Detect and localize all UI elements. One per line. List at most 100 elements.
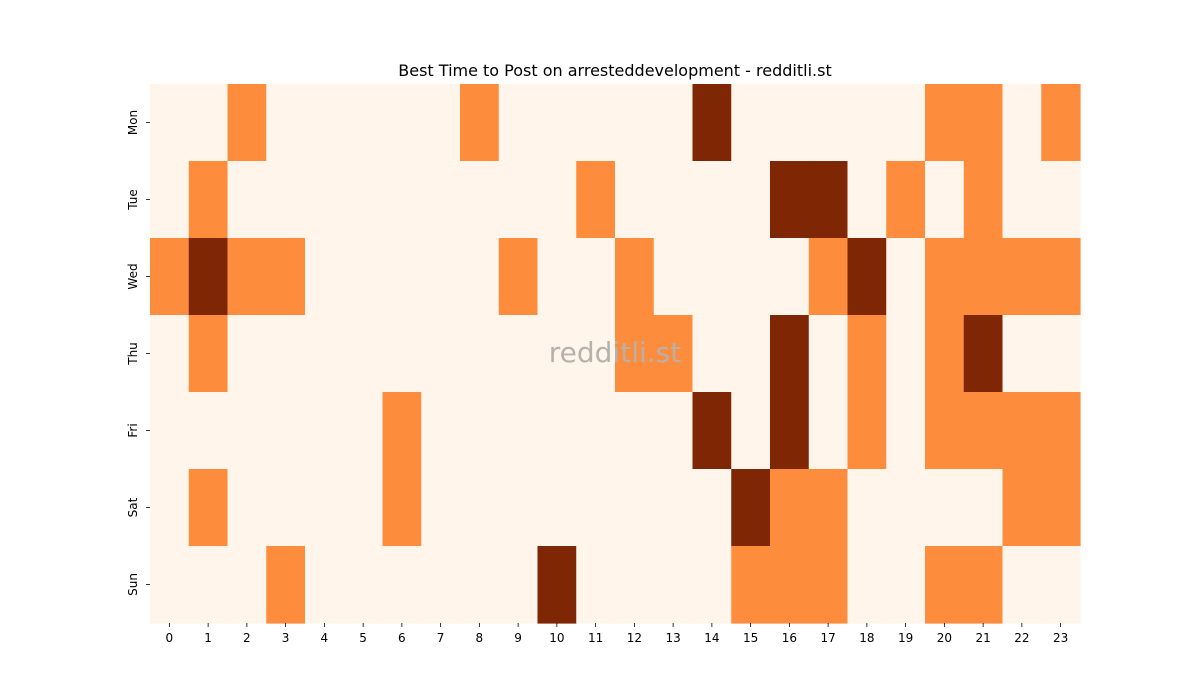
heatmap-cell-sat-21 — [963, 469, 1004, 547]
heatmap-cell-mon-22 — [1002, 84, 1042, 162]
heatmap-cell-mon-14 — [692, 84, 732, 162]
heatmap-cell-sat-16 — [770, 469, 810, 547]
heatmap-cell-sun-16 — [770, 546, 810, 624]
heatmap-cell-sun-17 — [808, 546, 849, 624]
y-axis: Mon Tue Wed Thu Fri Sat Sun — [126, 110, 150, 596]
heatmap-cell-sun-0 — [150, 546, 190, 624]
chart-title: Best Time to Post on arresteddevelopment… — [398, 61, 831, 80]
heatmap-cell-sat-0 — [150, 469, 190, 547]
heatmap-cell-mon-3 — [266, 84, 306, 162]
heatmap-cell-sun-8 — [460, 546, 500, 624]
heatmap-cell-thu-16 — [770, 315, 810, 393]
heatmap-cell-fri-11 — [576, 392, 616, 470]
heatmap-cell-fri-16 — [770, 392, 810, 470]
heatmap-cell-sat-10 — [537, 469, 577, 547]
x-tick-label: 19 — [898, 631, 913, 645]
heatmap-cell-fri-15 — [731, 392, 771, 470]
heatmap-cell-thu-0 — [150, 315, 190, 393]
heatmap-cell-sat-19 — [886, 469, 926, 547]
x-tick-label: 13 — [665, 631, 680, 645]
heatmap-cell-fri-21 — [963, 392, 1004, 470]
heatmap-cell-wed-1 — [188, 238, 229, 316]
heatmap-cell-sat-2 — [227, 469, 267, 547]
heatmap-cell-mon-21 — [963, 84, 1004, 162]
heatmap-cell-fri-5 — [343, 392, 384, 470]
heatmap-cell-fri-23 — [1041, 392, 1081, 470]
heatmap-cell-wed-16 — [770, 238, 810, 316]
heatmap-cell-tue-3 — [266, 161, 306, 239]
heatmap-cell-tue-5 — [343, 161, 384, 239]
heatmap-cell-thu-1 — [188, 315, 229, 393]
heatmap-cell-sun-9 — [498, 546, 539, 624]
x-tick-label: 9 — [514, 631, 522, 645]
heatmap-cell-thu-6 — [382, 315, 422, 393]
heatmap-cell-fri-14 — [692, 392, 732, 470]
heatmap-cell-fri-4 — [305, 392, 345, 470]
heatmap-cell-wed-20 — [925, 238, 965, 316]
heatmap-cell-sat-18 — [847, 469, 887, 547]
heatmap-cell-fri-20 — [925, 392, 965, 470]
heatmap-cell-mon-16 — [770, 84, 810, 162]
x-tick-label: 18 — [859, 631, 874, 645]
y-tick-label: Wed — [126, 263, 140, 289]
heatmap-cell-sun-6 — [382, 546, 422, 624]
x-tick-label: 0 — [166, 631, 174, 645]
heatmap-cell-sun-11 — [576, 546, 616, 624]
heatmap-cell-wed-14 — [692, 238, 732, 316]
heatmap-cell-mon-13 — [653, 84, 694, 162]
heatmap-cell-mon-18 — [847, 84, 887, 162]
heatmap-cell-tue-9 — [498, 161, 539, 239]
heatmap-cell-mon-11 — [576, 84, 616, 162]
heatmap-cell-fri-13 — [653, 392, 694, 470]
heatmap-cell-wed-21 — [963, 238, 1004, 316]
heatmap-cell-wed-19 — [886, 238, 926, 316]
heatmap-cell-sun-12 — [615, 546, 655, 624]
heatmap-cell-tue-15 — [731, 161, 771, 239]
heatmap-cell-wed-11 — [576, 238, 616, 316]
heatmap-cell-thu-15 — [731, 315, 771, 393]
x-tick-label: 6 — [398, 631, 406, 645]
heatmap-cell-wed-12 — [615, 238, 655, 316]
heatmap-cell-sun-13 — [653, 546, 694, 624]
heatmap-cell-sat-13 — [653, 469, 694, 547]
heatmap-cell-mon-9 — [498, 84, 539, 162]
x-tick-label: 10 — [549, 631, 564, 645]
heatmap-cell-fri-18 — [847, 392, 887, 470]
heatmap-cell-thu-13 — [653, 315, 694, 393]
heatmap-cell-sun-21 — [963, 546, 1004, 624]
heatmap-cell-wed-8 — [460, 238, 500, 316]
heatmap-cell-fri-19 — [886, 392, 926, 470]
heatmap-cell-mon-5 — [343, 84, 384, 162]
heatmap-cell-mon-0 — [150, 84, 190, 162]
y-tick-label: Tue — [126, 189, 140, 211]
x-tick-label: 5 — [359, 631, 367, 645]
x-tick-label: 11 — [588, 631, 603, 645]
heatmap-cell-thu-4 — [305, 315, 345, 393]
heatmap-cell-tue-21 — [963, 161, 1004, 239]
x-tick-label: 8 — [476, 631, 484, 645]
heatmap-cell-mon-23 — [1041, 84, 1081, 162]
x-tick-label: 1 — [204, 631, 212, 645]
heatmap-cell-tue-13 — [653, 161, 694, 239]
heatmap-cell-thu-20 — [925, 315, 965, 393]
heatmap-cells — [150, 84, 1081, 624]
heatmap-cell-wed-23 — [1041, 238, 1081, 316]
heatmap-cell-wed-10 — [537, 238, 577, 316]
heatmap-cell-wed-3 — [266, 238, 306, 316]
heatmap-cell-tue-18 — [847, 161, 887, 239]
x-tick-label: 15 — [743, 631, 758, 645]
heatmap-cell-thu-9 — [498, 315, 539, 393]
heatmap-cell-sat-3 — [266, 469, 306, 547]
heatmap-cell-tue-11 — [576, 161, 616, 239]
x-axis: 0 1 2 3 4 5 6 7 8 9 10 11 12 13 14 15 16 17 18 19 20 21 22 23 — [166, 623, 1068, 645]
heatmap-cell-tue-12 — [615, 161, 655, 239]
heatmap-cell-mon-12 — [615, 84, 655, 162]
heatmap-cell-tue-17 — [808, 161, 849, 239]
heatmap-cell-sat-7 — [421, 469, 461, 547]
heatmap-cell-wed-0 — [150, 238, 190, 316]
heatmap-cell-wed-7 — [421, 238, 461, 316]
heatmap-cell-sun-20 — [925, 546, 965, 624]
heatmap-cell-mon-15 — [731, 84, 771, 162]
heatmap-cell-thu-12 — [615, 315, 655, 393]
